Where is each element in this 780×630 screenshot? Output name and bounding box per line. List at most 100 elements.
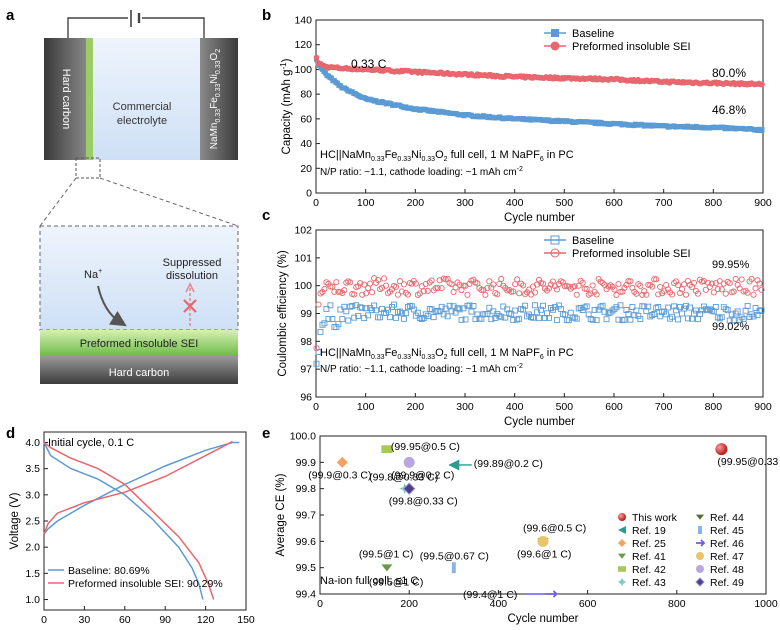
y-tick-label: 0 [306,188,312,200]
baseline-marker [416,315,423,321]
point-label: (99.9@0.2 C) [391,469,454,481]
point-label: (99.5@1 C) [359,549,413,561]
y-tick-label: 99.5 [296,562,317,574]
y-tick-label: 3.5 [25,463,40,475]
preformed-marker [734,281,741,288]
point-label: (99.4@1 C) [463,589,517,601]
baseline-marker [758,307,765,314]
baseline-marker [524,313,531,320]
marker-ref-41 [618,553,626,559]
preformed-marker [375,276,382,284]
ce-baseline-annotation: 99.02% [712,321,750,333]
baseline-marker [482,311,489,318]
preformed-marker [480,286,487,293]
baseline-marker [575,305,582,312]
panel-letters: b c d e [6,7,271,442]
y-tick-label: 97 [300,364,312,376]
x-tick-label: 0 [41,614,47,625]
baseline-marker [502,314,509,321]
baseline-marker [557,305,564,312]
panel-c-ce-chart: 0 100 200 300 400 500 600 700 800 900 96 97 98 99 100 1… [277,225,772,429]
baseline-marker [708,307,715,314]
preformed-marker [694,290,701,297]
preformed-marker [428,277,435,284]
baseline-marker [395,309,401,316]
hard-carbon-label: Hard carbon [60,69,72,130]
legend-label: This work [632,512,678,524]
baseline-marker [323,305,330,312]
baseline-marker [532,302,538,309]
dissolution-arrowhead [185,282,195,293]
baseline-marker [754,311,761,318]
baseline-marker [522,302,529,309]
x-tick-label: 300 [456,401,474,413]
marker-ref-19 [618,526,626,534]
baseline-marker [508,311,515,318]
preformed-marker [382,282,390,289]
baseline-marker [693,307,699,314]
preformed-marker [732,275,739,282]
x-tick-label: 700 [655,197,673,209]
preformed-marker [335,288,342,295]
zoom-hard-carbon [40,356,238,384]
legend-label: Ref. 42 [632,564,666,576]
preformed-marker [464,291,471,298]
cell-note-line-1: HC||NaMn0.33Fe0.33Ni0.33O2 full cell, 1 … [320,149,574,163]
baseline-marker [581,304,588,311]
x-tick-label: 300 [456,197,474,209]
preformed-marker [539,280,547,287]
baseline-marker [398,310,405,317]
preformed-marker [436,277,443,284]
x-tick-label: 400 [506,197,524,209]
y-tick-label: 99.7 [296,510,317,522]
preformed-marker [494,291,501,298]
x-tick-label: 900 [754,401,772,413]
baseline-marker [470,303,477,309]
baseline-marker [740,316,747,323]
baseline-marker [484,310,491,317]
baseline-marker [559,311,566,317]
hard-carbon-electrode [44,38,88,160]
y-tick-label: 2.0 [25,542,40,554]
baseline-marker [486,304,493,311]
point-label: (99.9@0.3 C) [308,469,371,481]
legend-label: Ref. 45 [710,525,744,537]
baseline-marker [328,75,334,81]
preformed-marker [748,275,755,282]
baseline-marker [730,317,737,324]
baseline-marker [365,312,372,319]
preformed-marker [659,290,666,297]
baseline-marker [673,307,680,314]
marker-ref-47 [537,535,549,547]
baseline-marker [691,310,697,317]
preformed-marker [452,284,459,291]
y-tick-label: 4.0 [25,437,40,449]
preformed-marker [522,291,529,298]
baseline-marker [440,311,447,318]
preformed-marker [321,285,328,293]
preformed-marker [488,284,495,291]
legend-label: Preformed insoluble SEI [572,248,691,260]
voltage-chart-title: Initial cycle, 0.1 C [48,437,134,449]
point-label: (99.89@0.2 C) [474,458,543,470]
zoom-electrolyte [39,225,239,331]
legend-marker [550,41,560,51]
x-tick-label: 800 [705,197,723,209]
ce-cell-note-line-2: N/P ratio: ~1.1, cathode loading: ~1 mAh… [320,363,523,375]
preformed-marker [680,281,688,288]
baseline-marker [488,316,495,323]
baseline-marker [629,304,636,310]
baseline-marker [685,315,691,322]
preformed-marker [759,81,765,88]
baseline-marker [679,310,685,317]
baseline-marker [631,312,638,319]
y-tick-label: 20 [300,163,312,175]
baseline-marker [728,311,735,318]
legend-marker [550,248,560,258]
baseline-marker [387,314,393,321]
preformed-voltage-curve [43,440,233,535]
preformed-marker [313,345,320,352]
preformed-marker [438,285,445,292]
x-tick-label: 200 [407,197,425,209]
preformed-marker [667,289,674,296]
